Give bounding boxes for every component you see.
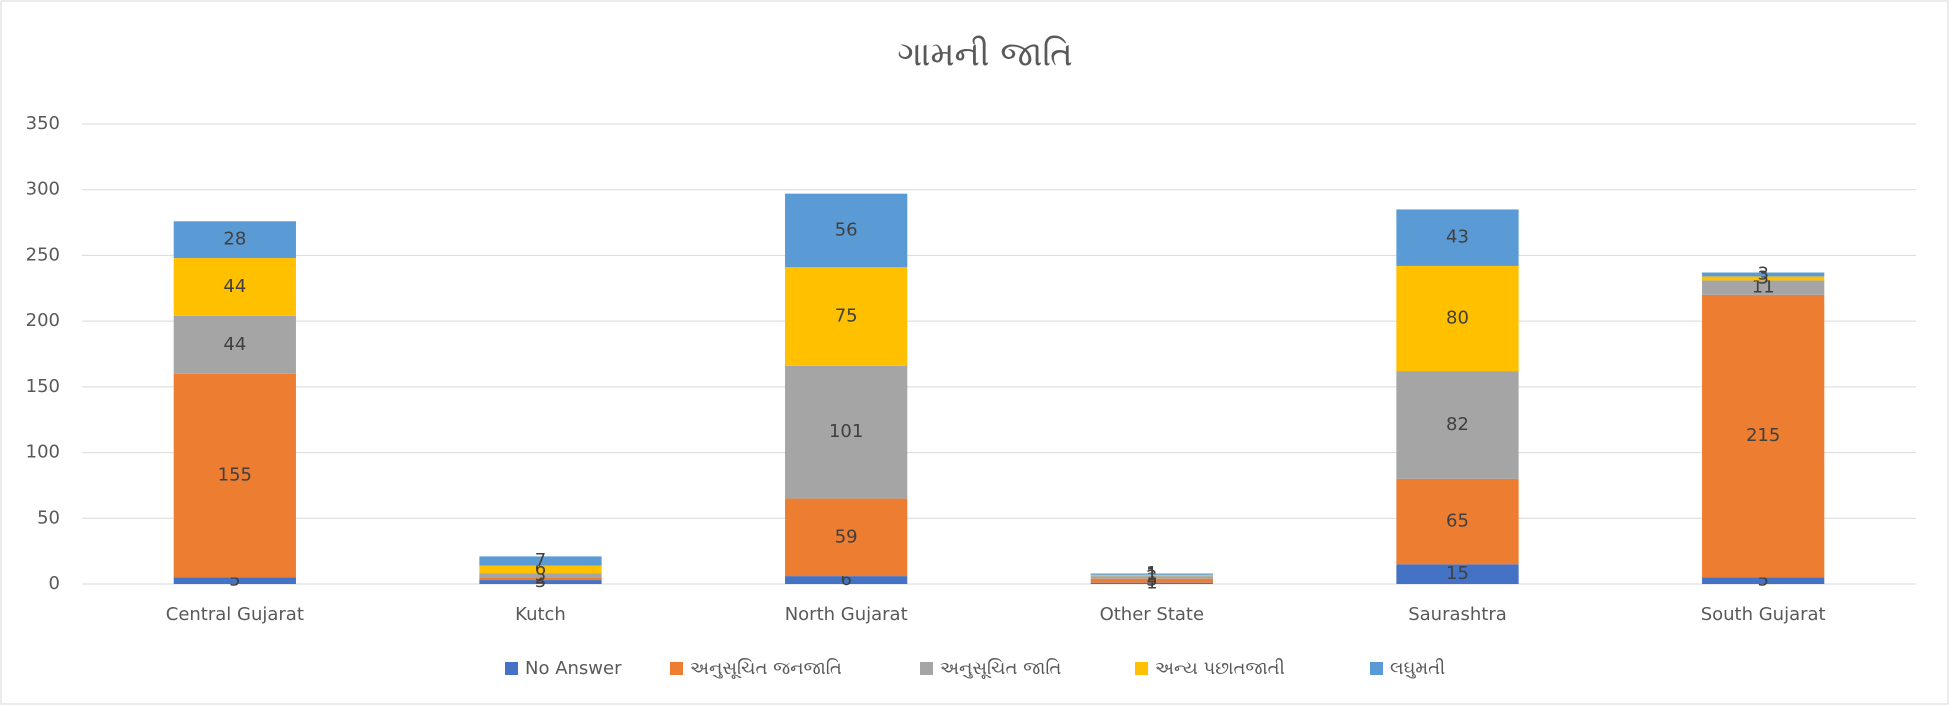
data-label: 101 — [829, 421, 863, 442]
data-label: 11 — [1752, 277, 1775, 298]
data-label: 44 — [223, 334, 246, 355]
bar-segment — [479, 565, 602, 574]
legend-swatch — [1135, 662, 1148, 675]
y-tick-label: 100 — [26, 442, 60, 463]
data-label: 7 — [535, 550, 546, 571]
x-tick-label: Saurashtra — [1408, 604, 1507, 625]
data-label: 3 — [1757, 263, 1768, 284]
bar-segment — [1396, 209, 1519, 266]
legend-swatch — [670, 662, 683, 675]
legend-swatch — [1370, 662, 1383, 675]
y-tick-label: 350 — [26, 113, 60, 134]
data-label: 3 — [535, 564, 546, 585]
data-label: 56 — [835, 219, 858, 240]
legend-label: અનુસૂચિત જનજાતિ — [690, 658, 842, 679]
bar-segment — [1396, 265, 1519, 372]
bar-segment — [173, 258, 296, 316]
legend-swatch — [505, 662, 518, 675]
bar-segment — [1702, 280, 1825, 295]
y-tick-label: 200 — [26, 310, 60, 331]
bar-segment — [1702, 577, 1825, 584]
data-label: 2 — [1146, 566, 1157, 587]
data-label: 43 — [1446, 227, 1469, 248]
data-label: 2 — [535, 568, 546, 589]
legend-label: અન્ય પછાતજાતી — [1155, 658, 1285, 679]
bar-segment — [1702, 294, 1825, 578]
data-label: 5 — [229, 570, 240, 591]
data-label: 6 — [840, 569, 851, 590]
bar-segment — [173, 373, 296, 578]
y-tick-label: 300 — [26, 179, 60, 200]
data-label: 1 — [1146, 564, 1157, 585]
data-label: 155 — [218, 465, 252, 486]
y-tick-label: 150 — [26, 376, 60, 397]
data-label: 75 — [835, 306, 858, 327]
data-label: 1 — [1146, 572, 1157, 593]
bar-segment — [173, 315, 296, 374]
data-label: 28 — [223, 229, 246, 250]
data-label: 82 — [1446, 414, 1469, 435]
y-tick-label: 250 — [26, 244, 60, 265]
data-label: 15 — [1446, 563, 1469, 584]
bar-segment — [479, 556, 602, 566]
bar-segment — [479, 573, 602, 578]
bar-segment — [173, 221, 296, 259]
bar-segment — [785, 498, 908, 577]
data-label: 3 — [1146, 570, 1157, 591]
bar-segment — [785, 576, 908, 584]
bar-segment — [479, 577, 602, 581]
legend-label: અનુસૂચિત જાતિ — [940, 658, 1061, 679]
bar-segment — [1090, 573, 1213, 575]
bar-segment — [1396, 478, 1519, 565]
x-tick-label: Central Gujarat — [166, 604, 304, 625]
bar-segment — [1090, 576, 1213, 579]
bar-segment — [1090, 574, 1213, 577]
data-label: 3 — [1757, 267, 1768, 288]
bar-segment — [1702, 272, 1825, 277]
y-tick-label: 0 — [49, 573, 60, 594]
bar-segment — [785, 193, 908, 268]
x-tick-label: Other State — [1100, 604, 1204, 625]
bar-segment — [479, 580, 602, 584]
legend-label: No Answer — [525, 658, 622, 679]
data-label: 5 — [1757, 570, 1768, 591]
data-label: 3 — [535, 571, 546, 592]
bar-segment — [173, 577, 296, 584]
bar-segment — [785, 267, 908, 366]
x-tick-label: North Gujarat — [785, 604, 908, 625]
bar-segment — [1090, 578, 1213, 583]
x-tick-label: Kutch — [515, 604, 566, 625]
legend-swatch — [920, 662, 933, 675]
data-label: 59 — [835, 526, 858, 547]
legend-label: લઘુમતી — [1390, 658, 1445, 679]
bar-segment — [785, 365, 908, 499]
data-label: 80 — [1446, 308, 1469, 329]
x-tick-label: South Gujarat — [1701, 604, 1826, 625]
chart-title: ગામની જાતિ — [897, 35, 1072, 75]
data-label: 65 — [1446, 511, 1469, 532]
bar-segment — [1090, 582, 1213, 584]
bar-segment — [1702, 276, 1825, 281]
y-tick-label: 50 — [37, 507, 60, 528]
data-label: 1 — [1146, 563, 1157, 584]
bar-segment — [1396, 371, 1519, 479]
data-label: 6 — [535, 559, 546, 580]
bar-segment — [1396, 564, 1519, 584]
data-label: 44 — [223, 276, 246, 297]
data-label: 215 — [1746, 425, 1780, 446]
